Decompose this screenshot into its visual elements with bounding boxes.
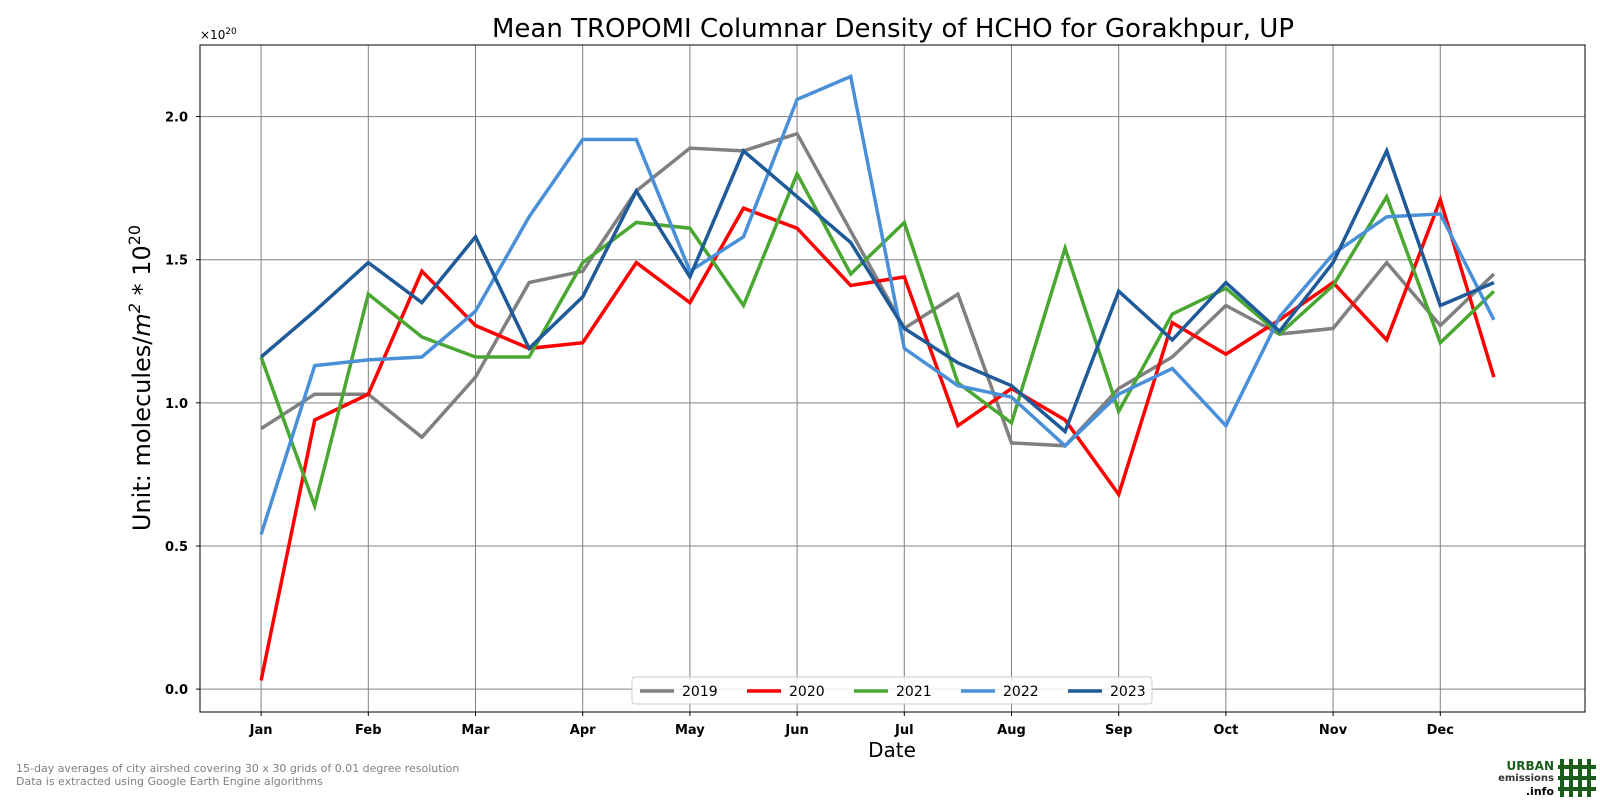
y-tick-label: 1.0 [165, 397, 188, 412]
x-axis-ticks: Jan Feb Mar Apr May Jun Jul Aug Sep Oct Nov Dec [249, 712, 1454, 738]
plot-frame [199, 44, 1586, 713]
x-tick-label: Mar [461, 723, 490, 738]
x-tick-label: Aug [997, 723, 1026, 738]
y-offset-label: ×1020 [200, 27, 237, 42]
logo-grid-icon [1558, 759, 1596, 797]
legend: 2019 2020 2021 2022 2023 [631, 676, 1153, 705]
x-tick-label: Sep [1105, 723, 1133, 738]
footnote-line-1: 15-day averages of city airshed covering… [16, 762, 460, 775]
y-axis-label: Unit: molecules/m2 * 1020 [125, 225, 156, 531]
y-tick-label: 0.5 [165, 540, 188, 555]
legend-label-2022: 2022 [1003, 684, 1039, 700]
series-lines [259, 74, 1496, 681]
grid [200, 45, 1585, 712]
urban-emissions-logo: URBAN emissions .info [1486, 758, 1596, 798]
x-tick-label: Feb [355, 723, 381, 738]
x-tick-label: Apr [570, 723, 596, 738]
legend-label-2019: 2019 [682, 684, 718, 700]
series-line-2020 [259, 194, 1496, 681]
logo-text-emissions: emissions [1498, 773, 1554, 784]
legend-label-2021: 2021 [896, 684, 932, 700]
x-axis-label: Date [868, 738, 916, 762]
legend-label-2023: 2023 [1110, 684, 1146, 700]
x-tick-label: May [675, 723, 705, 738]
chart-title: Mean TROPOMI Columnar Density of HCHO fo… [492, 14, 1294, 44]
legend-frame [631, 676, 1153, 705]
x-tick-label: Oct [1213, 723, 1238, 738]
y-axis-ticks: 0.0 0.5 1.0 1.5 2.0 [165, 111, 200, 698]
y-tick-label: 0.0 [165, 683, 188, 698]
y-tick-label: 1.5 [165, 254, 188, 269]
series-line-2021 [259, 169, 1496, 512]
y-tick-label: 2.0 [165, 111, 188, 126]
x-tick-label: Nov [1319, 723, 1348, 738]
logo-text-info: .info [1525, 785, 1554, 798]
series-line-2019 [260, 131, 1496, 448]
x-tick-label: Dec [1427, 723, 1454, 738]
legend-label-2020: 2020 [789, 684, 825, 700]
series-line-2022 [259, 74, 1496, 536]
logo-text-urban: URBAN [1506, 759, 1554, 773]
series-line-2023 [259, 146, 1495, 435]
footnote-line-2: Data is extracted using Google Earth Eng… [16, 775, 323, 788]
x-tick-label: Jan [249, 723, 273, 738]
x-tick-label: Jun [784, 723, 808, 738]
x-tick-label: Jul [894, 723, 914, 738]
